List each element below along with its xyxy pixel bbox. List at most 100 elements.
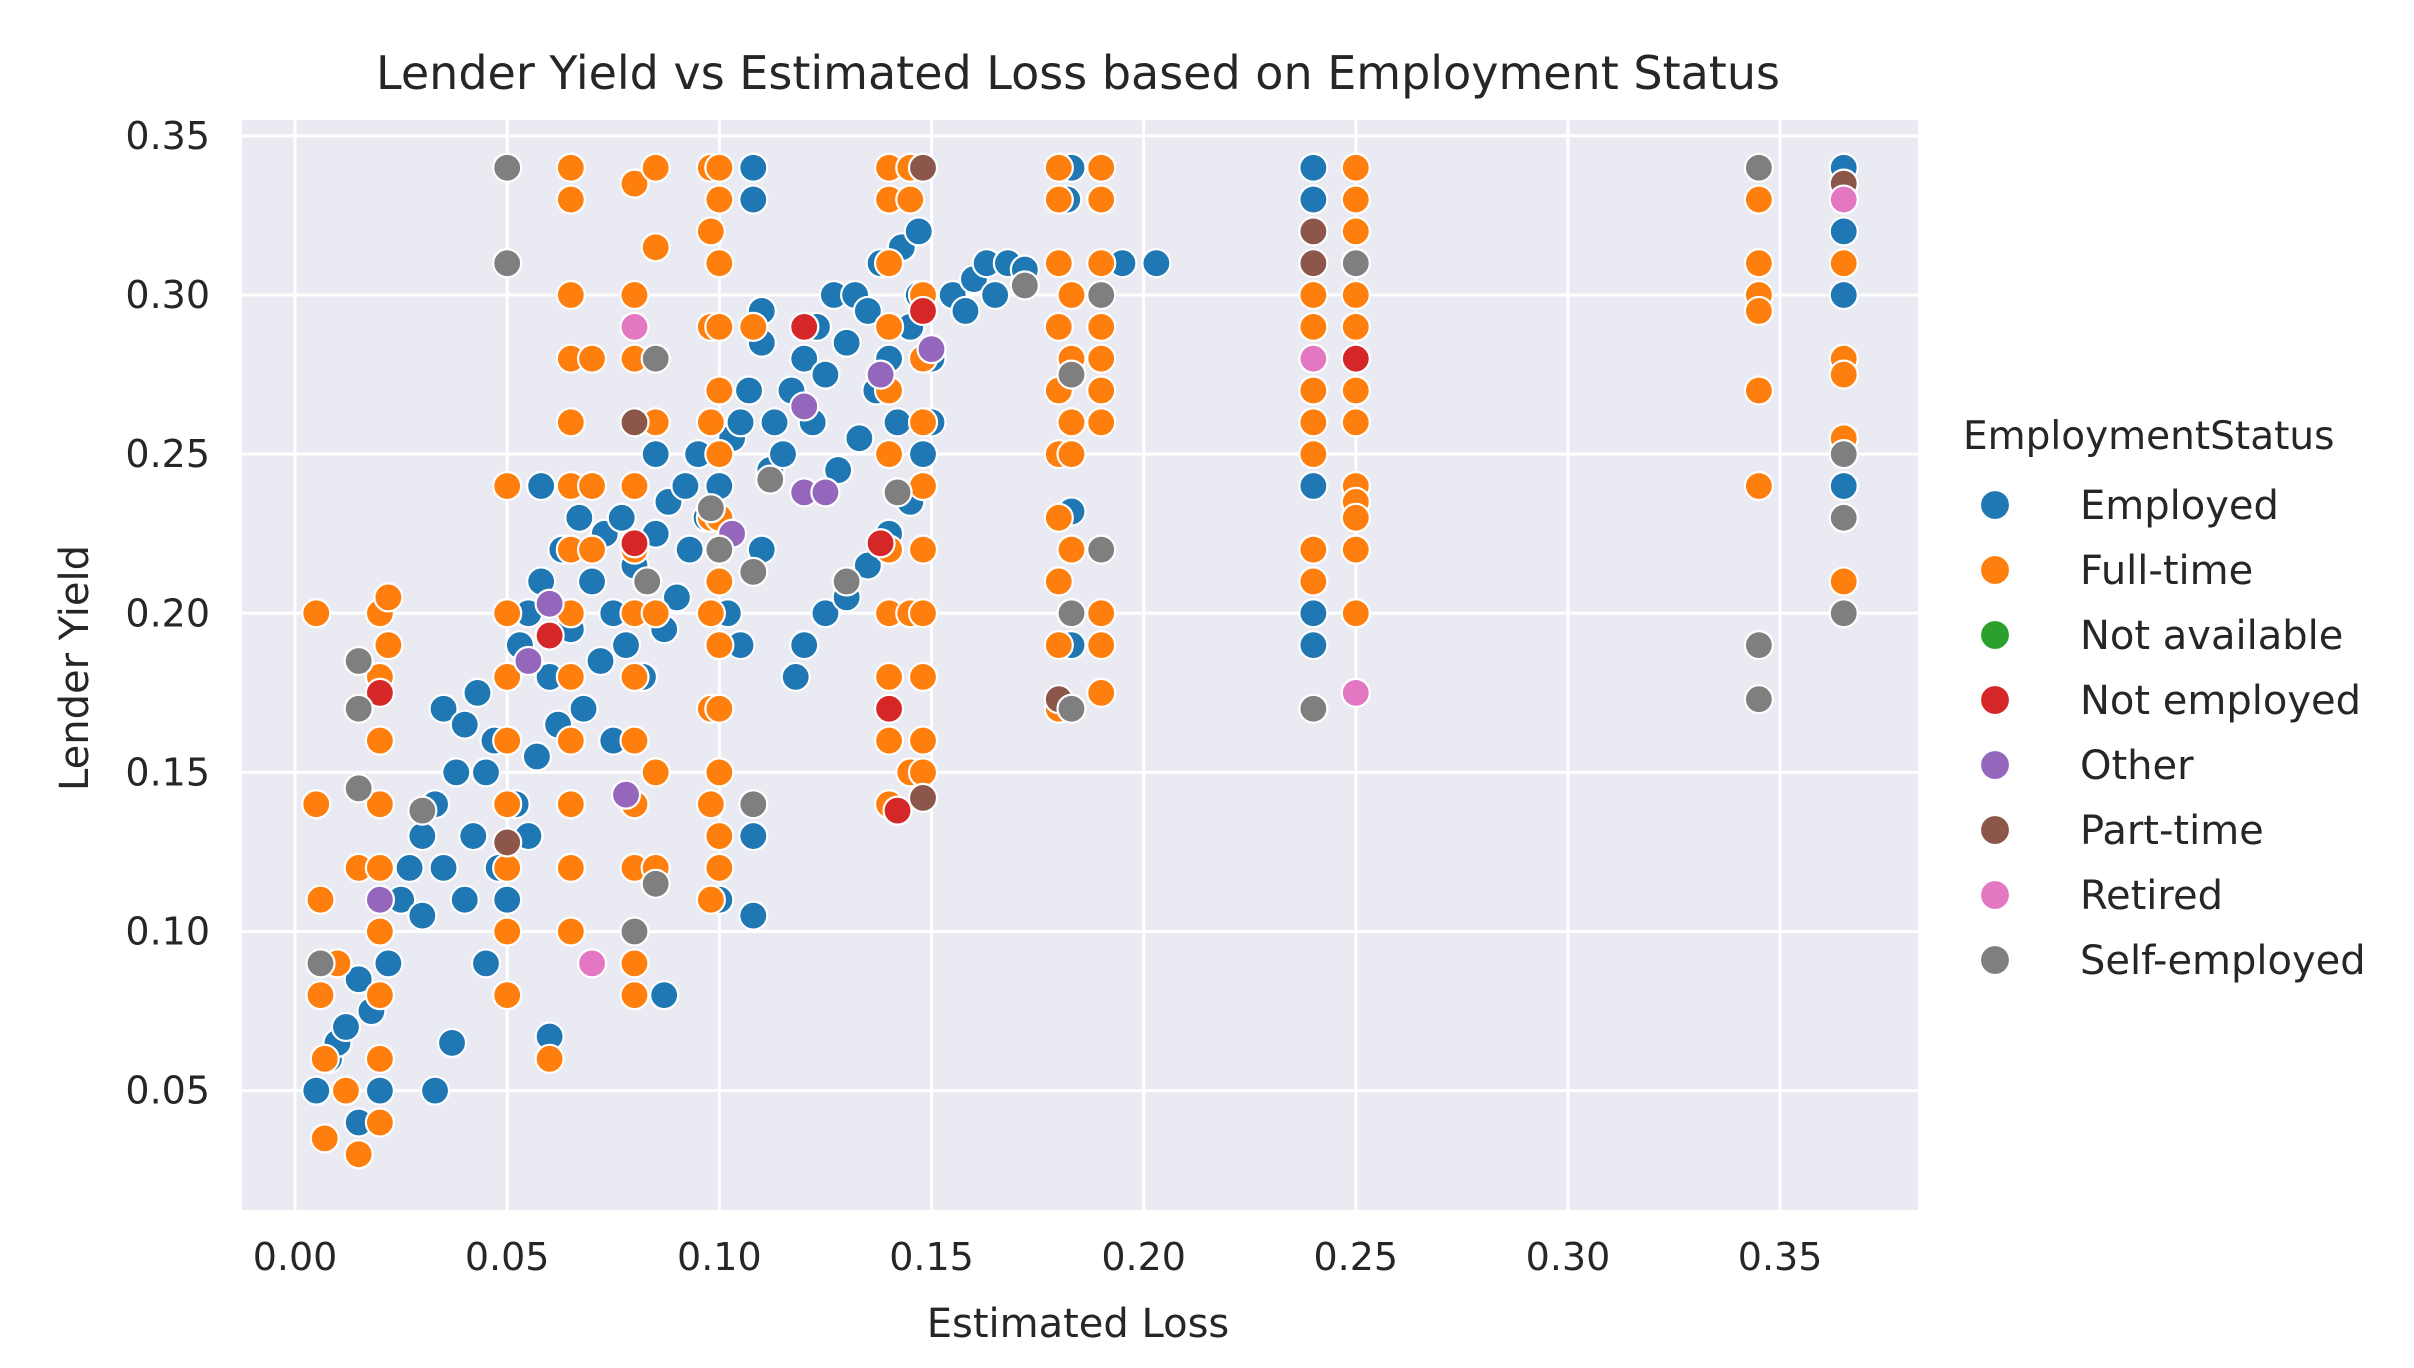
- data-point: [1298, 566, 1329, 597]
- data-point: [831, 566, 862, 597]
- data-point: [1086, 152, 1117, 183]
- data-point: [343, 1139, 374, 1170]
- data-point: [568, 693, 599, 724]
- data-point: [738, 152, 769, 183]
- data-point: [704, 375, 735, 406]
- legend-label: Other: [2080, 743, 2194, 789]
- data-point: [576, 343, 608, 374]
- data-point: [364, 789, 395, 820]
- data-point: [449, 709, 480, 740]
- legend-label: Part-time: [2080, 808, 2264, 854]
- data-point: [873, 725, 905, 756]
- data-point: [1340, 534, 1371, 565]
- data-point: [1828, 439, 1859, 470]
- legend-marker: [1978, 878, 2012, 912]
- data-point: [640, 232, 671, 263]
- y-tick-label: 0.10: [125, 910, 210, 954]
- data-point: [1828, 184, 1859, 215]
- data-point: [1056, 439, 1087, 470]
- x-tick-label: 0.10: [677, 1235, 762, 1279]
- data-point: [534, 620, 565, 651]
- data-point: [364, 1107, 395, 1138]
- data-point: [449, 884, 480, 915]
- data-point: [704, 630, 735, 661]
- data-points: [301, 152, 1859, 1170]
- data-point: [1828, 216, 1859, 247]
- x-tick-label: 0.30: [1526, 1235, 1611, 1279]
- data-point: [305, 884, 336, 915]
- data-point: [907, 407, 939, 438]
- data-point: [619, 980, 650, 1011]
- data-point: [343, 773, 374, 804]
- data-point: [767, 439, 799, 470]
- x-tick-labels: 0.00 0.05 0.10 0.15 0.20 0.25 0.30 0.35: [253, 1235, 1823, 1279]
- data-point: [619, 279, 650, 311]
- data-point: [980, 279, 1011, 311]
- legend-item: Other: [1978, 743, 2194, 789]
- data-point: [394, 852, 425, 883]
- data-point: [1340, 184, 1371, 215]
- legend: EmploymentStatus Employed Full-time Not av…: [1963, 414, 2366, 984]
- data-point: [1828, 470, 1859, 502]
- data-point: [619, 916, 650, 947]
- data-point: [364, 1043, 395, 1074]
- data-point: [555, 852, 586, 883]
- data-point: [789, 391, 820, 422]
- data-point: [492, 789, 523, 820]
- data-point: [1298, 152, 1329, 183]
- data-point: [576, 566, 608, 597]
- data-point: [1743, 470, 1774, 502]
- data-point: [1298, 216, 1329, 247]
- data-point: [1056, 359, 1087, 390]
- data-point: [640, 439, 671, 470]
- data-point: [704, 439, 735, 470]
- data-point: [492, 827, 523, 858]
- data-point: [674, 534, 705, 565]
- y-tick-label: 0.20: [125, 591, 210, 635]
- data-point: [810, 477, 841, 508]
- data-point: [492, 884, 523, 915]
- legend-marker: [1978, 488, 2012, 522]
- data-point: [576, 534, 608, 565]
- data-point: [704, 566, 735, 597]
- data-point: [1086, 407, 1117, 438]
- data-point: [534, 1043, 565, 1074]
- data-point: [1743, 684, 1774, 715]
- data-point: [619, 470, 650, 502]
- legend-marker: [1978, 813, 2012, 847]
- data-point: [1086, 311, 1117, 342]
- legend-label: Not employed: [2080, 678, 2361, 724]
- legend-item: Retired: [1978, 873, 2223, 919]
- data-point: [1828, 598, 1859, 629]
- data-point: [844, 423, 875, 454]
- data-point: [1043, 566, 1074, 597]
- data-point: [436, 1027, 468, 1059]
- series-retired: [576, 184, 1859, 979]
- data-point: [521, 741, 552, 772]
- data-point: [441, 757, 472, 788]
- data-point: [419, 1075, 451, 1106]
- data-point: [759, 407, 790, 438]
- data-point: [1298, 343, 1329, 374]
- data-point: [789, 343, 820, 374]
- data-point: [1340, 216, 1371, 247]
- data-point: [576, 470, 608, 502]
- data-point: [1298, 693, 1329, 724]
- data-point: [1056, 407, 1087, 438]
- data-point: [305, 948, 336, 979]
- data-point: [1086, 343, 1117, 374]
- data-point: [407, 820, 438, 852]
- data-point: [1828, 566, 1859, 597]
- data-point: [619, 407, 650, 438]
- data-point: [907, 470, 939, 502]
- data-point: [640, 757, 671, 788]
- data-point: [619, 661, 650, 693]
- data-point: [640, 343, 671, 374]
- data-point: [695, 216, 726, 247]
- data-point: [907, 725, 939, 756]
- data-point: [492, 598, 523, 629]
- data-point: [619, 948, 650, 979]
- data-point: [873, 693, 905, 724]
- data-point: [364, 916, 395, 947]
- data-point: [301, 1075, 332, 1106]
